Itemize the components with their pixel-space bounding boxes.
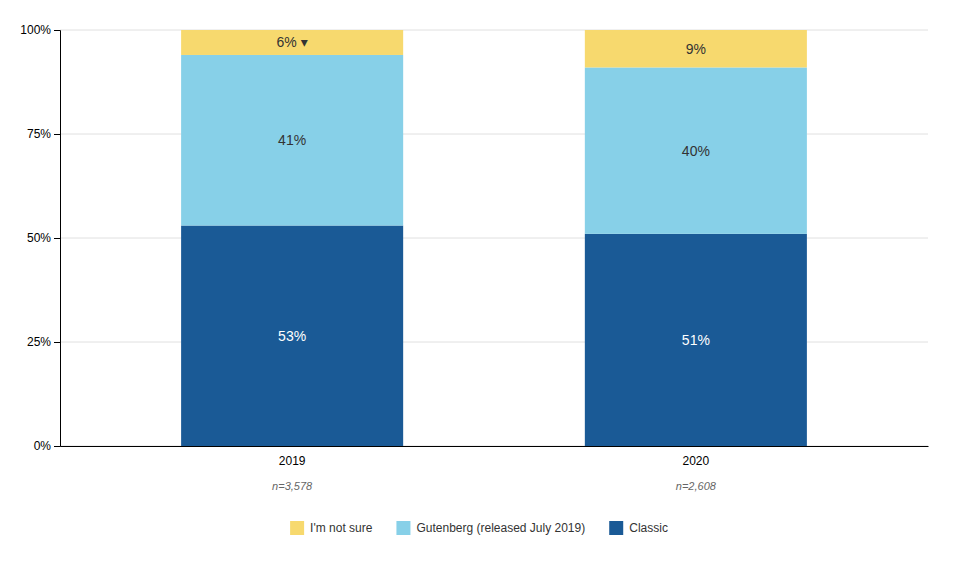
legend-swatch (396, 521, 410, 535)
data-label: 51% (682, 332, 710, 348)
y-tick-label: 50% (27, 231, 51, 245)
bar (181, 55, 403, 226)
y-tick-label: 25% (27, 335, 51, 349)
legend-label: I'm not sure (310, 521, 373, 535)
y-tick-label: 75% (27, 127, 51, 141)
data-labels: 53% 51% 41% 40% 6% ▾ 9% (277, 34, 710, 347)
legend-item: Classic (609, 521, 668, 535)
bar-series (181, 226, 807, 446)
y-tick-label: 0% (34, 439, 52, 453)
bar (585, 67, 807, 233)
grid (60, 30, 928, 446)
bar (181, 30, 403, 55)
data-label: 9% (686, 41, 706, 57)
sample-size: n=3,578 (272, 480, 313, 492)
bar (585, 30, 807, 67)
y-axis-line (54, 31, 61, 447)
chart: 0% 25% 50% 75% 100% 53% 51% 41% 40% 6% ▾ 9% 2019 202… (0, 0, 958, 561)
y-axis: 0% 25% 50% 75% 100% (20, 23, 60, 453)
y-tick-mark (54, 134, 60, 135)
bars (181, 30, 807, 446)
legend-swatch (609, 521, 623, 535)
sample-sizes: n=3,578 n=2,608 (272, 480, 717, 492)
x-tick-label: 2020 (683, 454, 710, 468)
legend-label: Gutenberg (released July 2019) (416, 521, 585, 535)
bar-series (181, 30, 807, 67)
x-axis-line (61, 446, 929, 447)
y-tick-mark (54, 30, 60, 31)
legend-item: Gutenberg (released July 2019) (396, 521, 585, 535)
y-tick: 100% (20, 23, 60, 37)
y-tick: 0% (34, 439, 60, 453)
legend-item: I'm not sure (290, 521, 373, 535)
plot-area: 0% 25% 50% 75% 100% 53% 51% 41% 40% 6% ▾ 9% 2019 202… (20, 23, 928, 492)
x-axis: 2019 2020 (61, 447, 929, 468)
legend-label: Classic (629, 521, 668, 535)
y-tick-mark (54, 238, 60, 239)
bar (585, 234, 807, 446)
y-tick-mark (54, 342, 60, 343)
bar-series (181, 55, 807, 234)
legend: I'm not sure Gutenberg (released July 201… (290, 521, 668, 535)
data-label: 41% (278, 132, 306, 148)
legend-swatch (290, 521, 304, 535)
y-tick-label: 100% (20, 23, 51, 37)
data-label: 40% (682, 143, 710, 159)
sample-size: n=2,608 (676, 480, 717, 492)
y-tick: 75% (27, 127, 60, 141)
x-tick: 2020 (683, 454, 710, 468)
y-tick: 50% (27, 231, 60, 245)
data-label: 6% ▾ (277, 34, 308, 50)
x-tick: 2019 (279, 454, 306, 468)
bar (181, 226, 403, 446)
y-tick: 25% (27, 335, 60, 349)
data-label: 53% (278, 328, 306, 344)
y-tick-mark (54, 446, 60, 447)
x-tick-label: 2019 (279, 454, 306, 468)
